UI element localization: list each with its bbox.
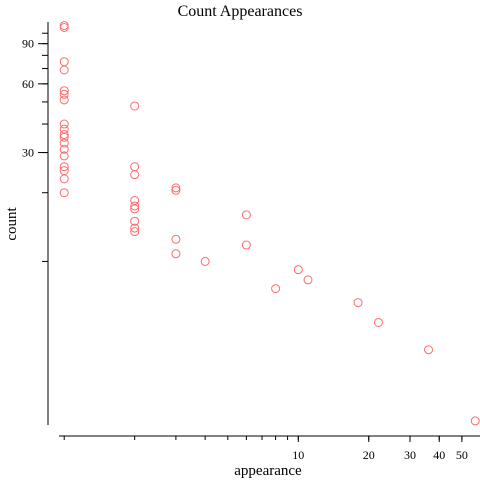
y-axis-label: count [4,207,20,241]
y-tick-label: 90 [22,37,34,51]
data-point [130,227,140,237]
data-points [59,21,480,426]
data-point [59,174,69,184]
data-point [59,151,69,161]
x-tick-label: 30 [404,448,416,462]
data-point [130,204,140,214]
y-tick-label: 60 [22,77,34,91]
data-point [171,249,181,259]
data-point [303,275,313,285]
data-point [59,188,69,198]
data-point [59,89,69,99]
data-point [353,298,363,308]
x-ticks: 10 20 30 40 50 [63,436,468,462]
x-axis-label: appearance [234,463,302,479]
data-point [59,21,69,31]
x-tick-label: 10 [292,448,304,462]
x-tick-label: 20 [363,448,375,462]
data-point [293,265,303,275]
data-point [130,216,140,226]
data-point [130,223,140,233]
data-point [200,256,210,266]
data-point [59,22,69,32]
data-point [59,162,69,172]
y-tick-label: 30 [22,146,34,160]
data-point [271,284,281,294]
data-point [130,170,140,180]
data-point [373,317,383,327]
data-point [171,234,181,244]
data-point [171,183,181,193]
data-point [241,240,251,250]
data-point [59,119,69,129]
data-point [59,65,69,75]
data-point [59,57,69,67]
data-point [241,210,251,220]
data-point [424,345,434,355]
y-ticks: 30 60 90 [22,32,48,262]
data-point [130,162,140,172]
x-tick-label: 50 [456,448,468,462]
data-point [59,86,69,96]
data-point [130,101,140,111]
x-tick-label: 40 [433,448,445,462]
data-point [59,138,69,148]
chart-title: Count Appearances [178,3,303,20]
data-point [59,132,69,142]
data-point [171,185,181,195]
data-point [130,201,140,211]
data-point [59,129,69,139]
data-point [59,95,69,105]
data-point [470,416,480,426]
data-point [59,144,69,154]
